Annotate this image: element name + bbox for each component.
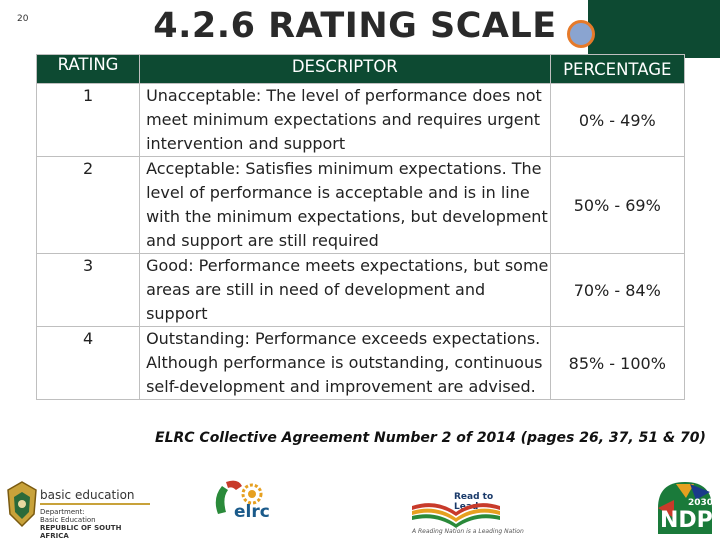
decorative-circle-icon bbox=[567, 20, 595, 48]
ndp-year: 2030 bbox=[688, 498, 714, 508]
rating-cell: 4 bbox=[35, 326, 141, 400]
percentage-cell: 0% - 49% bbox=[549, 83, 686, 157]
rating-scale-table: RATING DESCRIPTOR PERCENTAGE 1 Unaccepta… bbox=[35, 54, 686, 400]
table-header-row: RATING DESCRIPTOR PERCENTAGE bbox=[35, 54, 686, 84]
ndp-logo: 2030 NDP bbox=[654, 478, 716, 538]
header-descriptor: DESCRIPTOR bbox=[139, 54, 551, 84]
descriptor-cell: Acceptable: Satisfies minimum expectatio… bbox=[139, 156, 551, 254]
citation-text: ELRC Collective Agreement Number 2 of 20… bbox=[155, 430, 706, 446]
page-number: 20 bbox=[17, 14, 29, 24]
descriptor-cell: Outstanding: Performance exceeds expecta… bbox=[139, 326, 551, 400]
table-row: 3 Good: Performance meets expectations, … bbox=[35, 253, 686, 327]
dbe-line1: Department: bbox=[40, 508, 85, 516]
dbe-line3: REPUBLIC OF SOUTH AFRICA bbox=[40, 524, 122, 540]
dbe-title: basic education bbox=[40, 488, 150, 505]
descriptor-cell: Good: Performance meets expectations, bu… bbox=[139, 253, 551, 327]
read-to-lead-logo: Read to Lead A Reading Nation is a Leadi… bbox=[398, 486, 524, 538]
read-tagline: A Reading Nation is a Leading Nation bbox=[412, 528, 524, 535]
header-percentage: PERCENTAGE bbox=[549, 54, 686, 84]
rating-cell: 1 bbox=[35, 83, 141, 157]
corner-band bbox=[588, 0, 720, 58]
table-row: 4 Outstanding: Performance exceeds expec… bbox=[35, 326, 686, 400]
ndp-text: NDP bbox=[660, 508, 713, 533]
footer-logos: basic education Department: Basic Educat… bbox=[0, 472, 720, 540]
page-title: 4.2.6 RATING SCALE bbox=[153, 6, 557, 46]
rating-cell: 2 bbox=[35, 156, 141, 254]
elrc-text: elrc bbox=[234, 502, 270, 522]
ndp-flag-icon bbox=[658, 482, 712, 534]
dbe-logo-text: basic education Department: Basic Educat… bbox=[40, 488, 150, 540]
header-rating: RATING bbox=[35, 54, 141, 84]
table-row: 1 Unacceptable: The level of performance… bbox=[35, 83, 686, 157]
open-book-icon bbox=[412, 503, 500, 528]
table-row: 2 Acceptable: Satisfies minimum expectat… bbox=[35, 156, 686, 254]
percentage-cell: 70% - 84% bbox=[549, 253, 686, 327]
coat-of-arms-icon bbox=[4, 480, 40, 530]
descriptor-cell: Unacceptable: The level of performance d… bbox=[139, 83, 551, 157]
dbe-line2: Basic Education bbox=[40, 516, 96, 524]
percentage-cell: 85% - 100% bbox=[549, 326, 686, 400]
rating-cell: 3 bbox=[35, 253, 141, 327]
elrc-logo-icon: elrc bbox=[208, 478, 272, 536]
percentage-cell: 50% - 69% bbox=[549, 156, 686, 254]
